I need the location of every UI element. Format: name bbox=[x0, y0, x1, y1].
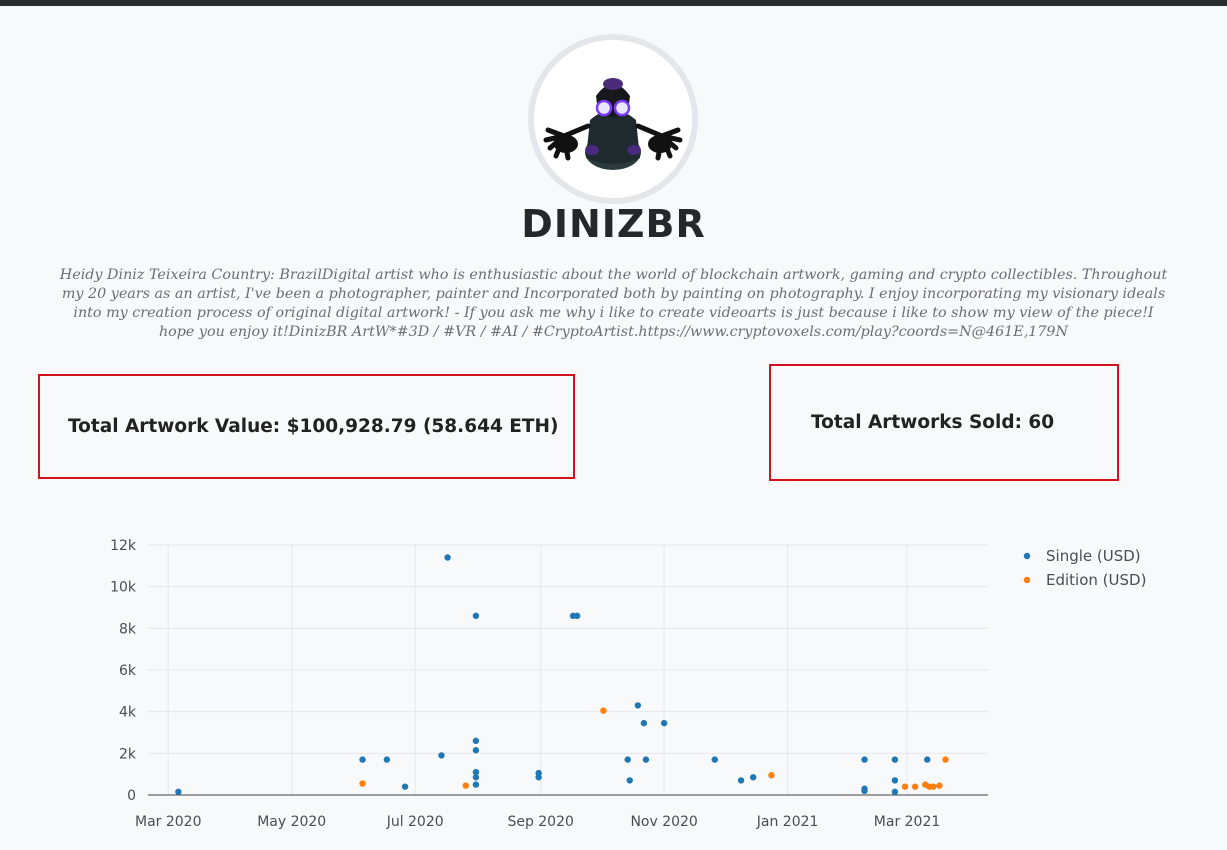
total-value-box: Total Artwork Value: $100,928.79 (58.644… bbox=[38, 374, 575, 479]
x-tick-label: May 2020 bbox=[257, 814, 326, 830]
edition-sale-point[interactable] bbox=[600, 707, 607, 714]
single-sale-point[interactable] bbox=[472, 774, 480, 781]
y-tick-label: 10k bbox=[110, 580, 137, 596]
sales-scatter-chart[interactable]: 0 2k 4k 6k 8k 10k 12k Mar 2020 May 2020 Jul 2020 S… bbox=[0, 520, 1227, 850]
single-sale-point[interactable] bbox=[642, 756, 650, 763]
single-sale-point[interactable] bbox=[472, 737, 480, 745]
chart-legend[interactable]: Single (USD) Edition (USD) bbox=[1023, 547, 1147, 589]
top-bar bbox=[0, 0, 1227, 6]
chart-points[interactable] bbox=[175, 554, 949, 796]
y-tick-label: 4k bbox=[119, 705, 137, 721]
x-tick-label: Nov 2020 bbox=[630, 814, 697, 830]
edition-sale-point[interactable] bbox=[930, 783, 937, 790]
single-sale-point[interactable] bbox=[640, 719, 648, 727]
single-sale-point[interactable] bbox=[383, 756, 391, 763]
single-sale-point[interactable] bbox=[444, 554, 451, 561]
single-sale-point[interactable] bbox=[861, 756, 868, 763]
edition-sale-point[interactable] bbox=[768, 772, 775, 779]
single-sale-point[interactable] bbox=[472, 781, 480, 788]
x-tick-label: Mar 2021 bbox=[874, 814, 941, 830]
y-tick-label: 6k bbox=[119, 663, 137, 679]
chart-axes: 0 2k 4k 6k 8k 10k 12k Mar 2020 May 2020 Jul 2020 S… bbox=[110, 538, 988, 830]
artist-avatar-icon bbox=[528, 34, 698, 204]
edition-sale-point[interactable] bbox=[901, 783, 909, 790]
x-tick-label: Sep 2020 bbox=[507, 814, 573, 830]
single-sale-point[interactable] bbox=[891, 756, 899, 763]
single-sale-point[interactable] bbox=[634, 702, 642, 709]
single-sale-point[interactable] bbox=[750, 774, 757, 781]
single-sale-point[interactable] bbox=[472, 612, 480, 620]
y-tick-label: 8k bbox=[119, 621, 137, 637]
legend-label[interactable]: Single (USD) bbox=[1046, 547, 1141, 565]
x-tick-label: Jul 2020 bbox=[386, 814, 444, 830]
single-sale-point[interactable] bbox=[891, 788, 899, 796]
single-sale-point[interactable] bbox=[660, 719, 668, 727]
single-sale-point[interactable] bbox=[626, 777, 633, 784]
single-sale-point[interactable] bbox=[175, 788, 182, 796]
total-artwork-value: Total Artwork Value: $100,928.79 (58.644… bbox=[68, 416, 559, 437]
edition-sale-point[interactable] bbox=[359, 780, 366, 787]
single-sale-point[interactable] bbox=[711, 756, 718, 763]
total-artworks-sold: Total Artworks Sold: 60 bbox=[811, 412, 1055, 433]
single-sale-point[interactable] bbox=[438, 752, 445, 759]
single-sale-point[interactable] bbox=[737, 777, 745, 784]
chart-grid bbox=[148, 544, 988, 795]
single-sale-point[interactable] bbox=[359, 756, 366, 763]
profile-name: DINIZBR bbox=[521, 202, 706, 246]
edition-sale-point[interactable] bbox=[911, 783, 919, 790]
legend-marker bbox=[1023, 576, 1031, 584]
y-tick-label: 12k bbox=[110, 538, 137, 554]
edition-sale-point[interactable] bbox=[462, 782, 469, 789]
y-tick-label: 2k bbox=[119, 746, 137, 762]
single-sale-point[interactable] bbox=[401, 783, 409, 790]
y-tick-label: 0 bbox=[127, 788, 136, 804]
single-sale-point[interactable] bbox=[924, 756, 931, 763]
legend-label[interactable]: Edition (USD) bbox=[1046, 571, 1146, 589]
single-sale-point[interactable] bbox=[535, 774, 542, 781]
legend-marker bbox=[1023, 552, 1031, 560]
x-tick-label: Mar 2020 bbox=[135, 814, 202, 830]
single-sale-point[interactable] bbox=[624, 756, 631, 763]
edition-sale-point[interactable] bbox=[936, 782, 943, 789]
total-sold-box: Total Artworks Sold: 60 bbox=[769, 364, 1119, 481]
single-sale-point[interactable] bbox=[861, 787, 868, 795]
single-sale-point[interactable] bbox=[472, 747, 480, 754]
single-sale-point[interactable] bbox=[573, 612, 581, 620]
x-tick-label: Jan 2021 bbox=[756, 814, 819, 830]
single-sale-point[interactable] bbox=[472, 768, 480, 776]
artist-bio: Heidy Diniz Teixeira Country: BrazilDigi… bbox=[59, 267, 1168, 340]
artist-avatar-image bbox=[534, 40, 692, 198]
single-sale-point[interactable] bbox=[891, 777, 899, 784]
edition-sale-point[interactable] bbox=[942, 756, 949, 763]
